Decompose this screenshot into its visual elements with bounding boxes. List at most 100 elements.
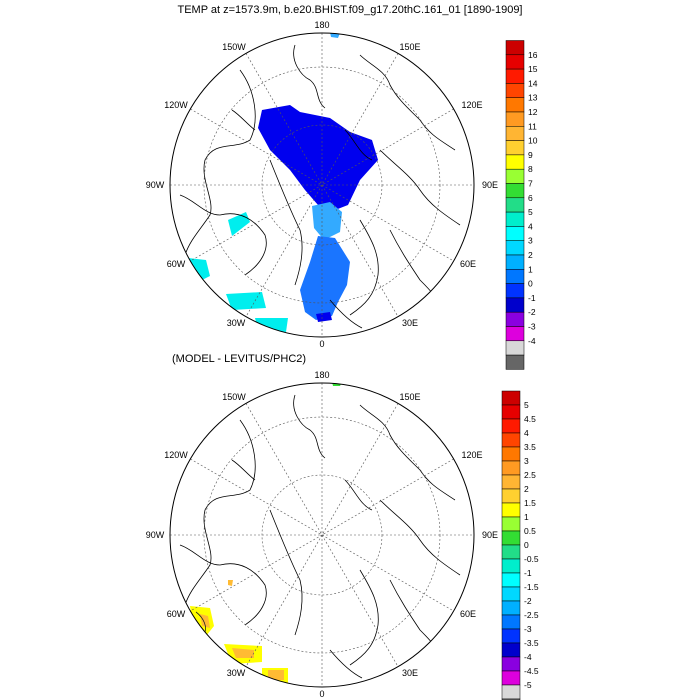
map-title: TEMP at z=1573.9m, b.e20.BHIST.f09_g17.2…	[177, 4, 522, 16]
bottom-colorbar-label: 5	[524, 400, 529, 410]
bottom-lon-90w: 90W	[146, 530, 165, 540]
top-colorbar-swatch	[505, 297, 525, 313]
top-colorbar-swatch	[505, 54, 525, 70]
bottom-field-orange-small	[228, 580, 233, 586]
bottom-map-border	[169, 382, 475, 688]
bottom-colorbar-label: -4	[524, 652, 532, 662]
bottom-graticule	[170, 383, 474, 687]
top-colorbar-label: 10	[528, 136, 538, 146]
top-lon-90w: 90W	[146, 180, 165, 190]
top-colorbar-swatch	[505, 83, 525, 98]
top-colorbar-label: 4	[528, 221, 533, 231]
top-colorbar-label: 8	[528, 164, 533, 174]
top-colorbar-label: 15	[528, 64, 538, 74]
bottom-colorbar-label: -2.5	[524, 610, 539, 620]
bottom-field-orange-4	[268, 670, 284, 680]
top-field-tip-blue	[316, 312, 332, 322]
top-colorbar-swatch	[505, 140, 525, 156]
top-colorbar-swatch	[505, 269, 525, 284]
top-colorbar-label: 0	[528, 279, 533, 289]
bottom-colorbar-label: -1	[524, 568, 532, 578]
bottom-colorbar-label: -2	[524, 596, 532, 606]
top-colorbar-label: -3	[528, 322, 536, 332]
top-colorbar-label: 12	[528, 107, 538, 117]
top-colorbar-swatch	[505, 111, 525, 127]
bottom-colorbar-label: 4	[524, 428, 529, 438]
top-colorbar-label: -4	[528, 336, 536, 346]
bottom-colorbar-swatch	[501, 502, 521, 518]
top-colorbar-label: 6	[528, 193, 533, 203]
top-colorbar-swatch	[505, 326, 525, 342]
top-colorbar-swatch	[505, 154, 525, 170]
top-colorbar-label: 9	[528, 150, 533, 160]
top-lon-180: 180	[314, 20, 329, 30]
top-colorbar-swatch	[505, 226, 525, 241]
top-lon-90e: 90E	[482, 180, 498, 190]
top-colorbar-label: -2	[528, 307, 536, 317]
top-lon-labels: 180 150W 150E 120W 120E 90W 90E 60W 60E …	[146, 20, 498, 349]
top-lon-30e: 30E	[402, 318, 418, 328]
bottom-colorbar-swatch	[501, 642, 521, 658]
bottom-colorbar-swatch	[501, 670, 521, 686]
bottom-colorbar-label: -3	[524, 624, 532, 634]
bottom-colorbar-swatch	[501, 558, 521, 574]
bottom-lon-180: 180	[314, 370, 329, 380]
bottom-colorbar-swatch	[501, 614, 521, 630]
top-colorbar-label: 13	[528, 93, 538, 103]
bottom-colorbar-label: 2	[524, 484, 529, 494]
top-lon-120w: 120W	[164, 100, 188, 110]
top-colorbar-swatch	[505, 68, 525, 84]
bottom-colorbar-swatch	[501, 586, 521, 602]
top-field	[188, 33, 378, 332]
top-colorbar-swatch	[505, 40, 525, 56]
bottom-lon-30e: 30E	[402, 668, 418, 678]
top-field-cyan-1	[228, 212, 250, 236]
bottom-colorbar-label: 3	[524, 456, 529, 466]
bottom-colorbar-label: 0.5	[524, 526, 536, 536]
top-colorbar-swatch	[505, 126, 525, 141]
top-map-border	[169, 32, 475, 338]
top-colorbar-swatch	[505, 340, 525, 356]
bottom-colorbar: 5 4.5 4 3.5 3 2.5 2 1.5 1 0.5 0 -0.5 -1 -1.5 -2 -2.5 -3 -…	[501, 390, 539, 700]
bottom-colorbar-label: 4.5	[524, 414, 536, 424]
top-map: 180 150W 150E 120W 120E 90W 90E 60W 60E …	[146, 20, 498, 349]
top-lon-60w: 60W	[167, 259, 186, 269]
bottom-colorbar-swatch	[501, 530, 521, 546]
bottom-lon-30w: 30W	[227, 668, 246, 678]
bottom-colorbar-swatch	[501, 404, 521, 420]
bottom-colorbar-label: 3.5	[524, 442, 536, 452]
bottom-colorbar-swatch	[501, 418, 521, 434]
top-field-cyan-2	[188, 258, 210, 282]
bottom-colorbar-swatch	[501, 544, 521, 560]
top-lon-30w: 30W	[227, 318, 246, 328]
top-colorbar-swatch	[505, 311, 525, 327]
top-colorbar-label: 3	[528, 236, 533, 246]
bottom-colorbar-label: 0	[524, 540, 529, 550]
bottom-lon-labels: 180 150W 150E 120W 120E 90W 90E 60W 60E …	[146, 370, 498, 699]
bottom-colorbar-label: -1.5	[524, 582, 539, 592]
top-colorbar-label: 7	[528, 179, 533, 189]
top-colorbar-swatch	[505, 211, 525, 227]
bottom-field-orange-3	[232, 648, 254, 658]
top-colorbar-swatch	[505, 240, 525, 256]
bottom-field-orange-2	[200, 614, 210, 628]
top-lon-120e: 120E	[461, 100, 482, 110]
top-lon-150e: 150E	[399, 42, 420, 52]
bottom-colorbar-label: 2.5	[524, 470, 536, 480]
bottom-lon-60w: 60W	[167, 609, 186, 619]
bottom-colorbar-swatch	[501, 432, 521, 448]
bottom-colorbar-swatch	[501, 600, 521, 616]
top-colorbar-swatch	[505, 197, 525, 213]
bottom-colorbar-swatch	[501, 390, 521, 406]
bottom-lon-120w: 120W	[164, 450, 188, 460]
top-colorbar-label: 11	[528, 121, 537, 131]
bottom-lon-120e: 120E	[461, 450, 482, 460]
top-colorbar-label: 2	[528, 250, 533, 260]
bottom-colorbar-label: -3.5	[524, 638, 539, 648]
top-colorbar-swatch	[505, 183, 525, 199]
top-colorbar-label: 16	[528, 50, 538, 60]
bottom-colorbar-label: -5	[524, 680, 532, 690]
bottom-lon-150e: 150E	[399, 392, 420, 402]
top-colorbar-label: -1	[528, 293, 536, 303]
